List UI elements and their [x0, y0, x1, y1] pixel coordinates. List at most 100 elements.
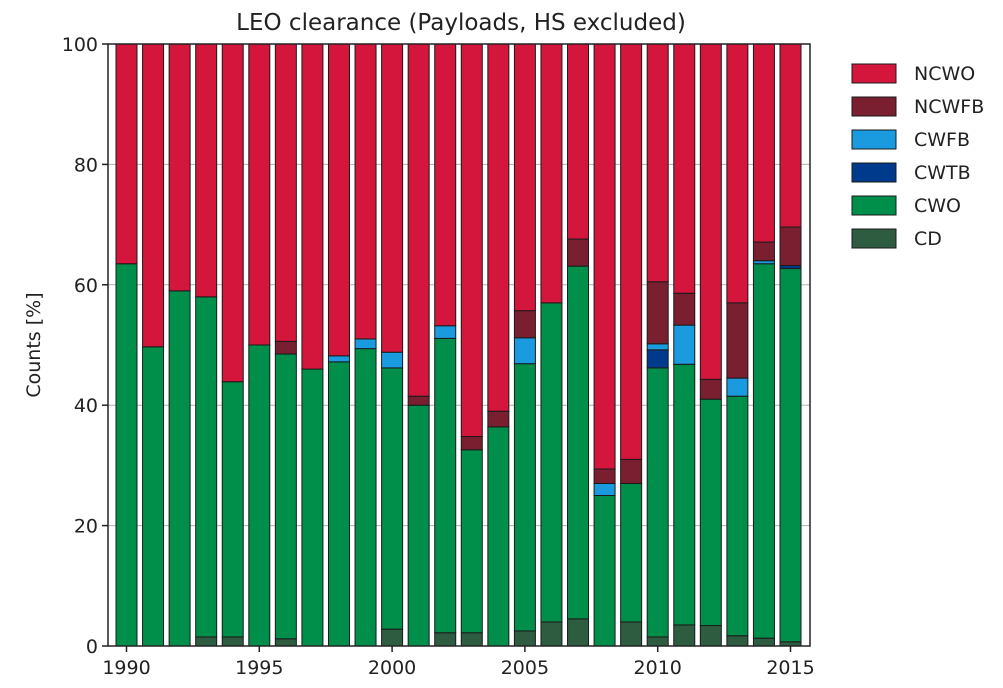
bar-segment-cwo-2007 [567, 265, 590, 620]
bar-segment-ncwo-2002 [434, 43, 457, 327]
bar-segment-cwo-2003 [460, 449, 483, 634]
bar-segment-cwo-2001 [407, 404, 430, 647]
bar-segment-cwo-2014 [752, 263, 775, 639]
bar-segment-cwfb-2013 [726, 377, 749, 397]
bar-segment-cd-2002 [434, 632, 457, 647]
bar-segment-ncwo-2004 [487, 43, 510, 412]
bar-segment-ncwfb-2009 [620, 458, 643, 484]
bar-segment-ncwo-2014 [752, 43, 775, 243]
bar-segment-cwfb-1999 [354, 338, 377, 350]
bar-segment-cd-2011 [673, 624, 696, 647]
bar-segment-ncwo-2011 [673, 43, 696, 294]
bar-segment-cwo-2012 [699, 398, 722, 627]
bar-segment-ncwo-2000 [381, 43, 404, 353]
bar-segment-ncwfb-2010 [646, 281, 669, 345]
bar-segment-ncwfb-2013 [726, 302, 749, 379]
bar-segment-cd-2010 [646, 636, 669, 647]
x-tick-label: 2005 [501, 657, 549, 679]
x-tick-label: 1990 [102, 657, 150, 679]
bar-segment-cwo-1996 [274, 353, 297, 640]
bar-segment-cd-2009 [620, 621, 643, 647]
bar-segment-cwo-1994 [221, 381, 244, 638]
bar-segment-cwo-2010 [646, 367, 669, 638]
bar-segment-cwo-1995 [248, 344, 271, 647]
bar-segment-ncwo-2003 [460, 43, 483, 438]
bar-segment-cwfb-2005 [513, 337, 536, 365]
bar-segment-cwo-2013 [726, 395, 749, 637]
bar-segment-cwo-2008 [593, 495, 616, 647]
bar-segment-cwfb-2008 [593, 482, 616, 496]
chart-title: LEO clearance (Payloads, HS excluded) [236, 10, 686, 36]
bar-segment-ncwo-1991 [142, 43, 165, 348]
bar-segment-cwo-2009 [620, 482, 643, 623]
x-tick-label: 2010 [634, 657, 682, 679]
bar-segment-cwo-1999 [354, 348, 377, 647]
bar-segment-cd-2003 [460, 632, 483, 647]
bar-segment-ncwo-1993 [195, 43, 218, 298]
bars [115, 43, 802, 647]
bar-segment-cd-2014 [752, 637, 775, 647]
bar-segment-cwo-2002 [434, 337, 457, 634]
legend-label-cwfb: CWFB [914, 129, 970, 151]
bar-segment-cwfb-2011 [673, 324, 696, 365]
legend-swatch-cd [851, 228, 897, 249]
y-tick-label: 80 [74, 154, 98, 176]
bar-segment-ncwfb-2001 [407, 395, 430, 406]
bar-segment-cwo-1991 [142, 346, 165, 647]
bar-segment-ncwo-2015 [779, 43, 802, 228]
bar-segment-cwfb-2000 [381, 351, 404, 369]
bar-segment-cwfb-2002 [434, 325, 457, 339]
bar-segment-ncwfb-2011 [673, 292, 696, 326]
x-tick-label: 1995 [235, 657, 283, 679]
legend-swatch-cwtb [851, 162, 897, 183]
bar-segment-ncwfb-2005 [513, 310, 536, 339]
legend-swatch-ncwo [851, 63, 897, 84]
bar-segment-ncwo-1994 [221, 43, 244, 383]
y-axis-label: Counts [%] [23, 292, 45, 397]
legend: NCWO NCWFB CWFB CWTB CWO CD [851, 63, 984, 250]
bar-segment-ncwfb-2007 [567, 238, 590, 267]
bar-segment-ncwo-1990 [115, 43, 138, 265]
bar-segment-ncwfb-2008 [593, 468, 616, 484]
bar-segment-cwo-1990 [115, 263, 138, 647]
y-tick-label: 20 [74, 516, 98, 538]
bar-segment-ncwo-2013 [726, 43, 749, 304]
bar-segment-ncwo-2009 [620, 43, 643, 460]
bar-segment-cd-1996 [274, 638, 297, 647]
legend-swatch-ncwfb [851, 96, 897, 117]
bar-segment-cwo-2004 [487, 426, 510, 647]
bar-segment-ncwo-2008 [593, 43, 616, 470]
bar-segment-cwo-1998 [327, 361, 350, 647]
bar-segment-cd-2005 [513, 630, 536, 647]
bar-segment-ncwo-1999 [354, 43, 377, 340]
bar-segment-ncwo-1996 [274, 43, 297, 342]
legend-label-ncwo: NCWO [914, 63, 975, 85]
bar-segment-cd-2006 [540, 621, 563, 647]
bar-segment-ncwfb-1996 [274, 340, 297, 355]
bar-segment-ncwo-2010 [646, 43, 669, 283]
bar-segment-ncwo-1997 [301, 43, 324, 370]
legend-label-cwtb: CWTB [914, 162, 971, 184]
bar-segment-cwo-2011 [673, 363, 696, 626]
bar-segment-ncwo-2006 [540, 43, 563, 304]
legend-swatch-cwo [851, 195, 897, 216]
bar-segment-cwo-2005 [513, 363, 536, 632]
bar-segment-cwo-2006 [540, 302, 563, 623]
bar-segment-ncwfb-2015 [779, 226, 802, 267]
x-tick-label: 2015 [766, 657, 814, 679]
legend-swatch-cwfb [851, 129, 897, 150]
bar-segment-ncwo-2012 [699, 43, 722, 380]
y-tick-label: 0 [86, 636, 98, 658]
bar-segment-ncwfb-2004 [487, 410, 510, 428]
bar-segment-ncwo-2005 [513, 43, 536, 312]
y-tick-label: 60 [74, 275, 98, 297]
bar-segment-cwo-1993 [195, 296, 218, 638]
bar-segment-cd-2012 [699, 625, 722, 647]
axis-ticks: 0 20 40 60 80 100 1990 1995 2000 2005 2010 2015 [62, 34, 815, 679]
y-tick-label: 100 [62, 34, 98, 56]
legend-label-ncwfb: NCWFB [914, 96, 984, 118]
bar-segment-ncwo-2001 [407, 43, 430, 397]
bar-segment-cwo-2015 [779, 268, 802, 643]
bar-segment-cd-2000 [381, 628, 404, 647]
